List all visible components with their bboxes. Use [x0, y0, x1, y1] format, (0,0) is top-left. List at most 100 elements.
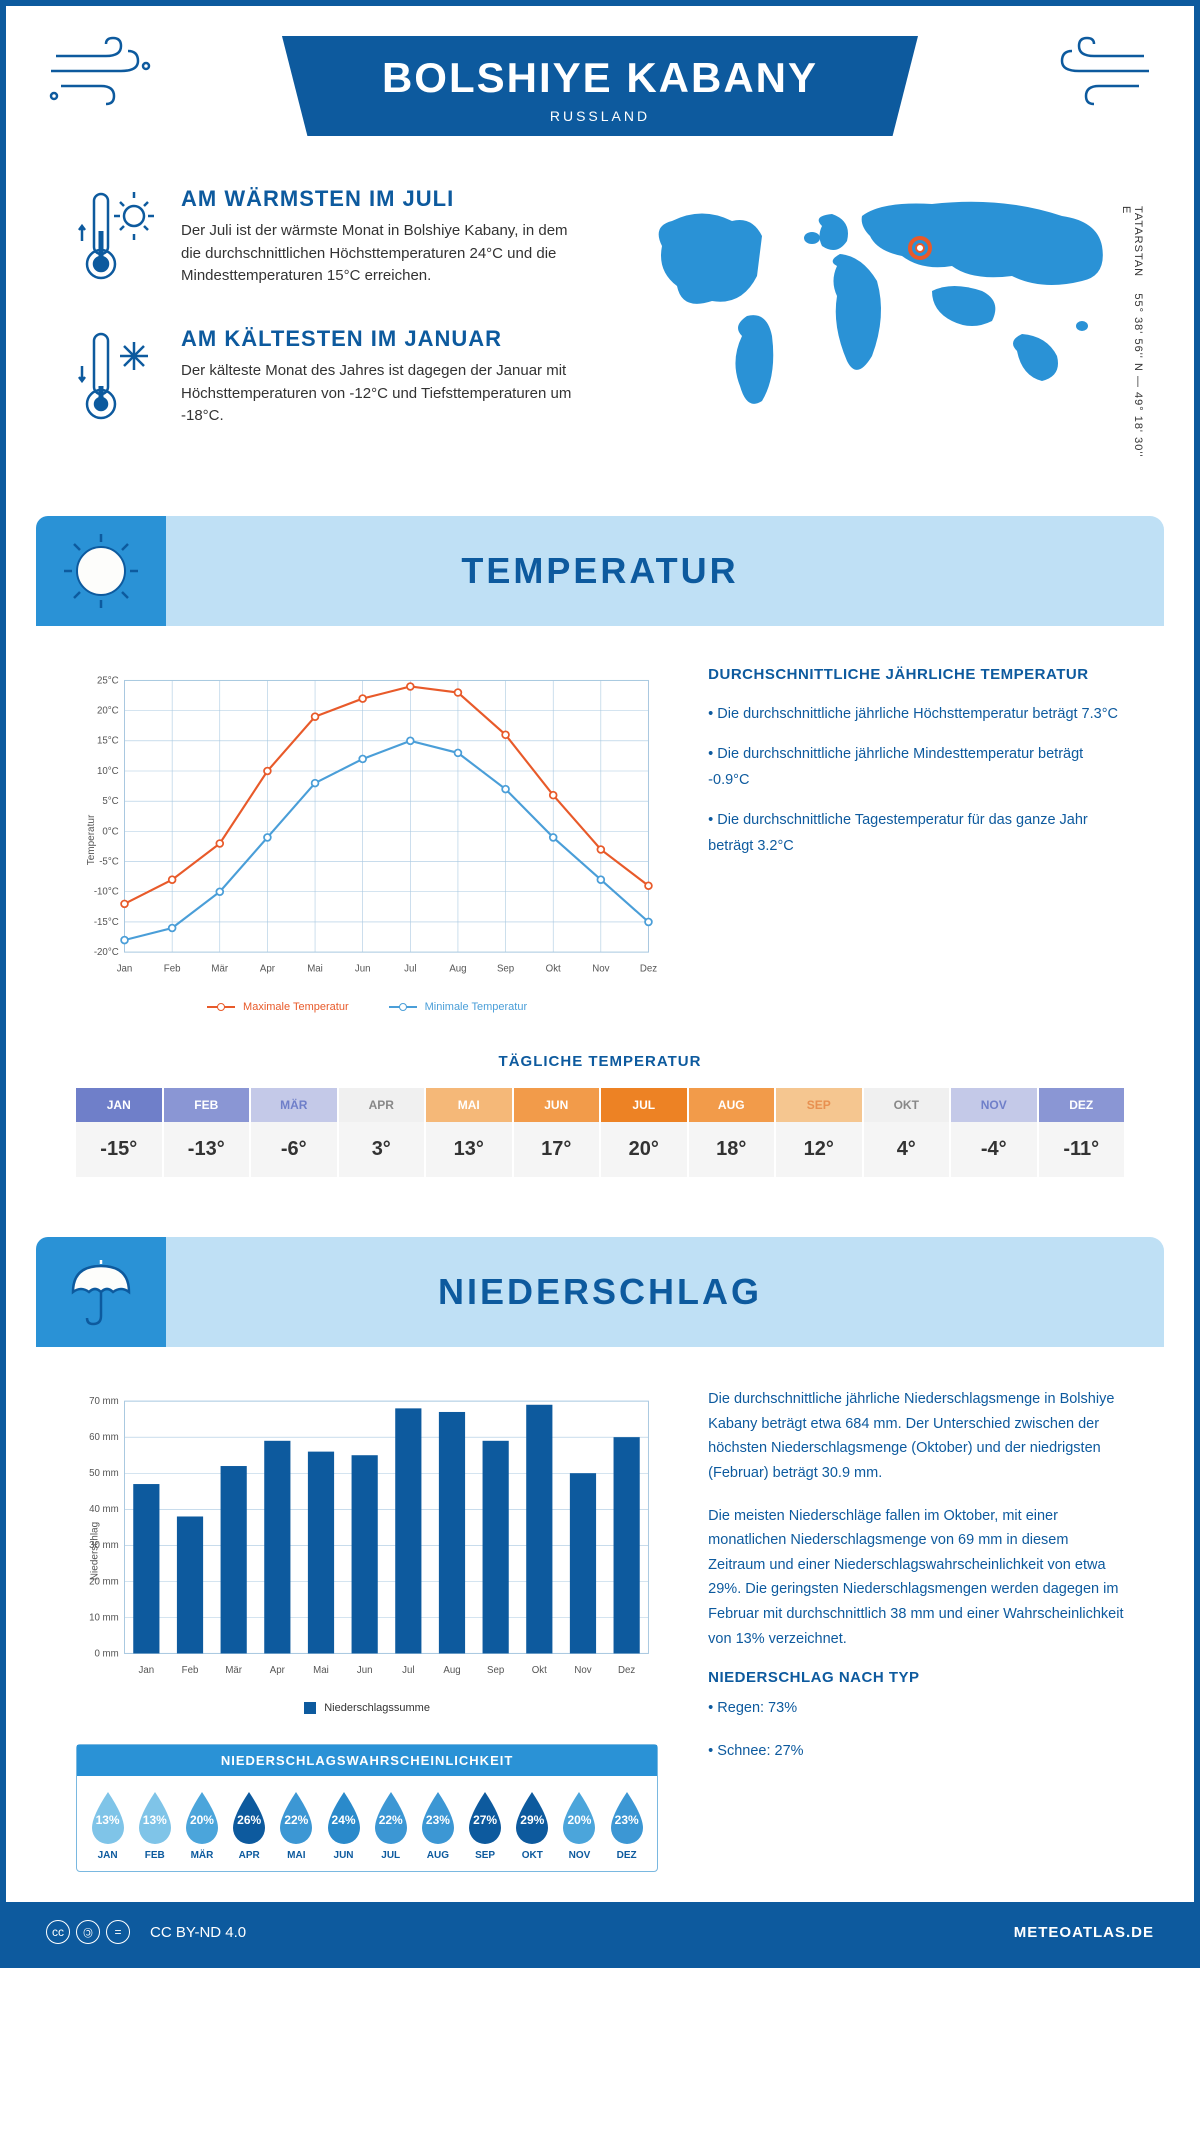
temp-text-p3: • Die durchschnittliche Tagestemperatur …	[708, 807, 1124, 859]
svg-text:Feb: Feb	[182, 1665, 199, 1676]
cc-icon: cc	[46, 1920, 70, 1944]
svg-text:Sep: Sep	[487, 1665, 504, 1676]
svg-text:40 mm: 40 mm	[89, 1504, 119, 1515]
svg-text:Nov: Nov	[574, 1665, 591, 1676]
svg-text:10 mm: 10 mm	[89, 1612, 119, 1623]
coordinates: TATARSTAN 55° 38' 56'' N — 49° 18' 30'' …	[1120, 206, 1144, 466]
footer: cc 🄯 = CC BY-ND 4.0 METEOATLAS.DE	[6, 1902, 1194, 1962]
month-cell: SEP 12°	[776, 1088, 862, 1177]
precip-type1: • Regen: 73%	[708, 1696, 1124, 1721]
thermometer-sun-icon	[76, 186, 156, 286]
page-subtitle: RUSSLAND	[382, 108, 818, 124]
precip-type2: • Schnee: 27%	[708, 1739, 1124, 1764]
precipitation-bar-chart: Niederschlag 0 mm10 mm20 mm30 mm40 mm50 …	[76, 1387, 658, 1714]
prob-cell: 26% APR	[227, 1790, 272, 1861]
svg-text:Dez: Dez	[618, 1665, 635, 1676]
svg-text:Mär: Mär	[211, 964, 228, 975]
daily-temp-heading: TÄGLICHE TEMPERATUR	[76, 1053, 1124, 1070]
wind-icon	[46, 36, 156, 116]
svg-text:Apr: Apr	[260, 964, 276, 975]
precip-type-heading: NIEDERSCHLAG NACH TYP	[708, 1669, 1124, 1686]
svg-text:Feb: Feb	[164, 964, 181, 975]
nd-icon: =	[106, 1920, 130, 1944]
thermometer-snow-icon	[76, 326, 156, 426]
svg-text:Okt: Okt	[546, 964, 561, 975]
svg-text:15°C: 15°C	[97, 736, 119, 747]
svg-text:Jan: Jan	[139, 1665, 155, 1676]
section-temperature: TEMPERATUR	[36, 516, 1164, 626]
svg-text:Okt: Okt	[532, 1665, 547, 1676]
prob-cell: 29% OKT	[510, 1790, 555, 1861]
svg-text:Aug: Aug	[443, 1665, 460, 1676]
svg-text:-10°C: -10°C	[94, 887, 119, 898]
svg-text:Jul: Jul	[404, 964, 416, 975]
world-map	[620, 186, 1124, 446]
section-title: NIEDERSCHLAG	[166, 1271, 1164, 1313]
svg-text:Jun: Jun	[357, 1665, 373, 1676]
precip-p1: Die durchschnittliche jährliche Niedersc…	[708, 1387, 1124, 1486]
month-cell: AUG 18°	[689, 1088, 775, 1177]
section-precipitation: NIEDERSCHLAG	[36, 1237, 1164, 1347]
svg-text:70 mm: 70 mm	[89, 1396, 119, 1407]
month-cell: DEZ -11°	[1039, 1088, 1125, 1177]
svg-text:5°C: 5°C	[102, 796, 118, 807]
svg-text:Apr: Apr	[270, 1665, 286, 1676]
fact-cold-text: Der kälteste Monat des Jahres ist dagege…	[181, 360, 580, 428]
umbrella-icon	[61, 1252, 141, 1332]
svg-text:50 mm: 50 mm	[89, 1468, 119, 1479]
svg-text:Mai: Mai	[313, 1665, 329, 1676]
precipitation-probability: NIEDERSCHLAGSWAHRSCHEINLICHKEIT 13% JAN …	[76, 1744, 658, 1872]
fact-warm-title: AM WÄRMSTEN IM JULI	[181, 186, 580, 212]
svg-text:Jul: Jul	[402, 1665, 414, 1676]
svg-text:Dez: Dez	[640, 964, 657, 975]
daily-temp-strip: JAN -15° FEB -13° MÄR -6° APR 3° MAI 13°…	[76, 1088, 1124, 1177]
month-cell: OKT 4°	[864, 1088, 950, 1177]
svg-text:25°C: 25°C	[97, 675, 119, 686]
license: cc 🄯 = CC BY-ND 4.0	[46, 1920, 246, 1944]
temp-text-heading: DURCHSCHNITTLICHE JÄHRLICHE TEMPERATUR	[708, 666, 1124, 683]
site-name: METEOATLAS.DE	[1014, 1924, 1154, 1941]
month-cell: FEB -13°	[164, 1088, 250, 1177]
prob-cell: 20% MÄR	[179, 1790, 224, 1861]
prob-cell: 13% JAN	[85, 1790, 130, 1861]
month-cell: NOV -4°	[951, 1088, 1037, 1177]
wind-icon	[1044, 36, 1154, 116]
temperature-line-chart: Temperatur -20°C-15°C-10°C-5°C0°C5°C10°C…	[76, 666, 658, 1013]
svg-text:Jan: Jan	[117, 964, 133, 975]
svg-text:0 mm: 0 mm	[94, 1648, 118, 1659]
by-icon: 🄯	[76, 1920, 100, 1944]
prob-cell: 22% JUL	[368, 1790, 413, 1861]
month-cell: JUL 20°	[601, 1088, 687, 1177]
svg-text:Aug: Aug	[449, 964, 466, 975]
month-cell: MÄR -6°	[251, 1088, 337, 1177]
fact-cold-title: AM KÄLTESTEN IM JANUAR	[181, 326, 580, 352]
section-title: TEMPERATUR	[166, 550, 1164, 592]
month-cell: JUN 17°	[514, 1088, 600, 1177]
temp-text-p2: • Die durchschnittliche jährliche Mindes…	[708, 741, 1124, 793]
svg-text:-20°C: -20°C	[94, 947, 119, 958]
svg-text:0°C: 0°C	[102, 826, 118, 837]
month-cell: APR 3°	[339, 1088, 425, 1177]
svg-text:Mai: Mai	[307, 964, 323, 975]
svg-text:Mär: Mär	[225, 1665, 242, 1676]
month-cell: JAN -15°	[76, 1088, 162, 1177]
prob-cell: 24% JUN	[321, 1790, 366, 1861]
svg-text:10°C: 10°C	[97, 766, 119, 777]
temp-text-p1: • Die durchschnittliche jährliche Höchst…	[708, 701, 1124, 727]
fact-warm-text: Der Juli ist der wärmste Monat in Bolshi…	[181, 220, 580, 288]
svg-text:Nov: Nov	[592, 964, 609, 975]
prob-cell: 27% SEP	[463, 1790, 508, 1861]
svg-text:Sep: Sep	[497, 964, 514, 975]
svg-text:20°C: 20°C	[97, 706, 119, 717]
svg-text:Jun: Jun	[355, 964, 371, 975]
prob-cell: 23% DEZ	[604, 1790, 649, 1861]
prob-cell: 13% FEB	[132, 1790, 177, 1861]
prob-cell: 23% AUG	[415, 1790, 460, 1861]
month-cell: MAI 13°	[426, 1088, 512, 1177]
svg-text:-15°C: -15°C	[94, 917, 119, 928]
svg-text:60 mm: 60 mm	[89, 1432, 119, 1443]
title-banner: BOLSHIYE KABANY RUSSLAND	[282, 36, 918, 136]
header: BOLSHIYE KABANY RUSSLAND	[6, 6, 1194, 156]
sun-icon	[56, 526, 146, 616]
page-title: BOLSHIYE KABANY	[382, 54, 818, 102]
